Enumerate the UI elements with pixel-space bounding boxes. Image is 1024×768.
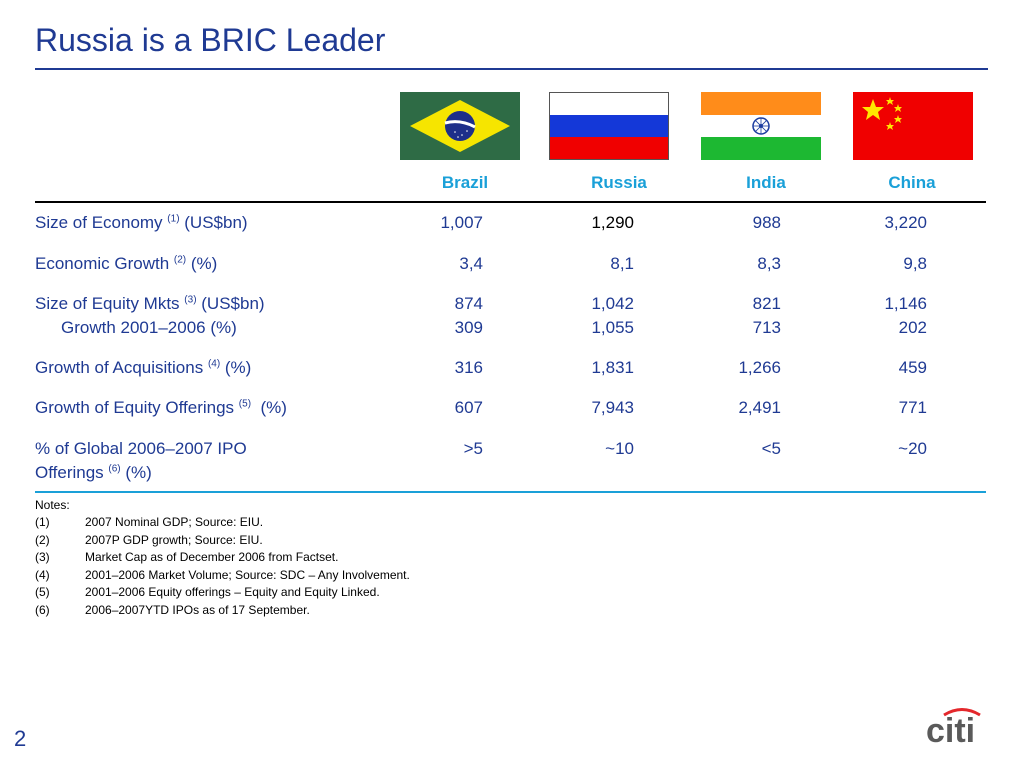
value-india: 2,491	[738, 398, 781, 417]
russia-flag-icon	[549, 92, 669, 160]
row-label-growth-2001-2006: Growth 2001–2006 (%)	[61, 318, 237, 337]
value-russia: 7,943	[591, 398, 634, 417]
note-item: (6) 2006–2007YTD IPOs as of 17 September.	[35, 602, 310, 617]
note-item: (1) 2007 Nominal GDP; Source: EIU.	[35, 515, 264, 529]
note-item: (5) 2001–2006 Equity offerings – Equity a…	[35, 585, 380, 599]
row-label-size-of-economy: Size of Economy (1) (US$bn)	[35, 213, 248, 232]
value-india: 988	[752, 213, 781, 232]
value-brazil: 3,4	[459, 254, 483, 273]
brazil-flag-icon	[400, 92, 520, 160]
column-header-russia: Russia	[591, 173, 647, 192]
row-label-growth-of-acquisitions: Growth of Acquisitions (4) (%)	[35, 358, 252, 377]
value-china: 771	[898, 398, 927, 417]
value-china: 9,8	[903, 254, 927, 273]
note-item: (2) 2007P GDP growth; Source: EIU.	[35, 532, 263, 547]
value-india: 713	[752, 318, 781, 337]
value-brazil: 309	[454, 318, 483, 337]
row-label-size-of-equity-mkts: Size of Equity Mkts (3) (US$bn)	[35, 294, 265, 313]
india-flag-icon	[701, 92, 821, 160]
value-brazil: 874	[454, 294, 483, 313]
value-china: ~20	[898, 439, 927, 458]
title-divider	[35, 68, 988, 70]
note-item: (4) 2001–2006 Market Volume; Source: SDC …	[35, 567, 410, 582]
value-china: 459	[898, 358, 927, 377]
logo-text: citi	[926, 712, 975, 746]
note-item: (3) Market Cap as of December 2006 from F…	[35, 550, 339, 564]
header-divider	[35, 201, 986, 203]
value-india: 821	[752, 294, 781, 313]
slide-title: Russia is a BRIC Leader	[35, 22, 386, 58]
value-india: 1,266	[738, 358, 781, 377]
value-russia: 8,1	[610, 254, 634, 273]
notes-section: Notes: (1) 2007 Nominal GDP; Source: EIU.…	[35, 497, 410, 619]
value-brazil: 607	[454, 398, 483, 417]
value-russia: 1,055	[591, 318, 634, 337]
value-russia: 1,831	[591, 358, 634, 377]
citi-logo: citi	[924, 706, 986, 750]
value-russia: ~10	[605, 439, 634, 458]
value-china: 202	[898, 318, 927, 337]
value-russia: 1,042	[591, 294, 634, 313]
column-header-brazil: Brazil	[441, 173, 489, 192]
row-label-global-ipo-offerings: % of Global 2006–2007 IPO Offerings (6) …	[35, 439, 247, 482]
row-label-growth-of-equity-offerings: Growth of Equity Offerings (5) (%)	[35, 398, 287, 417]
table-bottom-divider	[35, 491, 986, 493]
value-india: 8,3	[757, 254, 781, 273]
page-number: 2	[14, 726, 27, 751]
value-russia: 1,290	[591, 213, 634, 232]
column-header-china: China	[888, 173, 936, 192]
value-brazil: 1,007	[440, 213, 483, 232]
column-header-india: India	[746, 173, 786, 192]
row-label-economic-growth: Economic Growth (2) (%)	[35, 254, 218, 273]
value-china: 1,146	[884, 294, 927, 313]
value-brazil: >5	[463, 439, 483, 458]
value-china: 3,220	[884, 213, 927, 232]
notes-title: Notes:	[35, 498, 70, 512]
china-flag-icon	[853, 92, 973, 160]
value-india: <5	[761, 439, 781, 458]
value-brazil: 316	[454, 358, 483, 377]
